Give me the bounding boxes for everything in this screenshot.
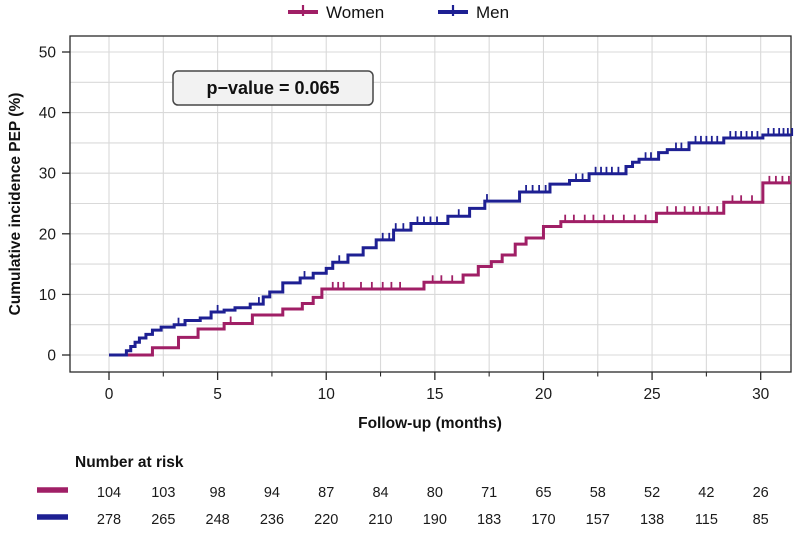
x-axis-title: Follow-up (months) [358,415,502,432]
risk-count-men: 115 [695,512,718,528]
y-axis-tick-label: 50 [39,45,57,62]
x-axis-tick-label: 15 [426,386,443,403]
risk-count-men: 183 [477,512,501,528]
risk-count-men: 265 [151,512,175,528]
y-axis-title: Cumulative incidence PEP (%) [7,93,24,316]
y-axis-tick-label: 0 [47,348,56,365]
risk-count-men: 236 [260,512,284,528]
grid-lines [70,36,791,372]
risk-count-women: 58 [590,485,606,501]
x-axis-tick-label: 0 [105,386,114,403]
legend-label-women: Women [326,3,384,22]
risk-count-men: 170 [531,512,555,528]
number-at-risk-title: Number at risk [75,454,184,471]
risk-count-men: 85 [753,512,769,528]
risk-count-women: 104 [97,485,121,501]
risk-count-men: 157 [586,512,610,528]
risk-count-men: 190 [423,512,447,528]
curve-women [109,181,792,357]
risk-count-women: 94 [264,485,280,501]
risk-count-men: 210 [368,512,392,528]
risk-count-men: 138 [640,512,664,528]
risk-count-women: 80 [427,485,443,501]
curve-men [109,133,792,357]
x-axis-tick-label: 20 [535,386,553,403]
x-axis-tick-label: 25 [643,386,660,403]
legend-label-men: Men [476,3,509,22]
risk-count-men: 248 [206,512,230,528]
risk-count-women: 87 [318,485,334,501]
y-axis-tick-label: 30 [39,166,57,183]
survival-curves [109,128,794,357]
risk-count-women: 26 [753,485,769,501]
p-value-text: p−value = 0.065 [206,78,339,98]
x-axis-tick-label: 10 [318,386,336,403]
risk-count-women: 65 [535,485,551,501]
number-at-risk-rows: 104 103 98 94 87 84 80 71 65 58 52 42 26 278 265 248 236… [37,485,769,528]
risk-count-women: 42 [698,485,714,501]
legend-keys [288,5,468,16]
x-axis-tick-label: 5 [213,386,222,403]
risk-count-women: 71 [481,485,497,501]
risk-count-women: 103 [151,485,175,501]
risk-count-women: 98 [210,485,226,501]
number-at-risk-table: Number at risk 104 103 98 94 87 84 80 71 65 58 52 4… [37,454,769,528]
p-value-box [172,70,374,106]
y-axis-tick-label: 10 [39,287,57,304]
y-axis-tick-label: 20 [39,226,57,243]
risk-count-men: 220 [314,512,338,528]
plot-panel-border [69,35,792,373]
legend: Women Men [288,3,509,22]
axes: 0 5 10 15 20 25 30 0 10 20 30 40 50 [39,35,792,403]
x-axis-tick-label: 30 [752,386,770,403]
risk-count-women: 52 [644,485,660,501]
risk-count-men: 278 [97,512,121,528]
p-value-annotation: p−value = 0.065 [172,70,374,106]
risk-count-women: 84 [372,485,388,501]
y-axis-tick-label: 40 [39,105,57,122]
